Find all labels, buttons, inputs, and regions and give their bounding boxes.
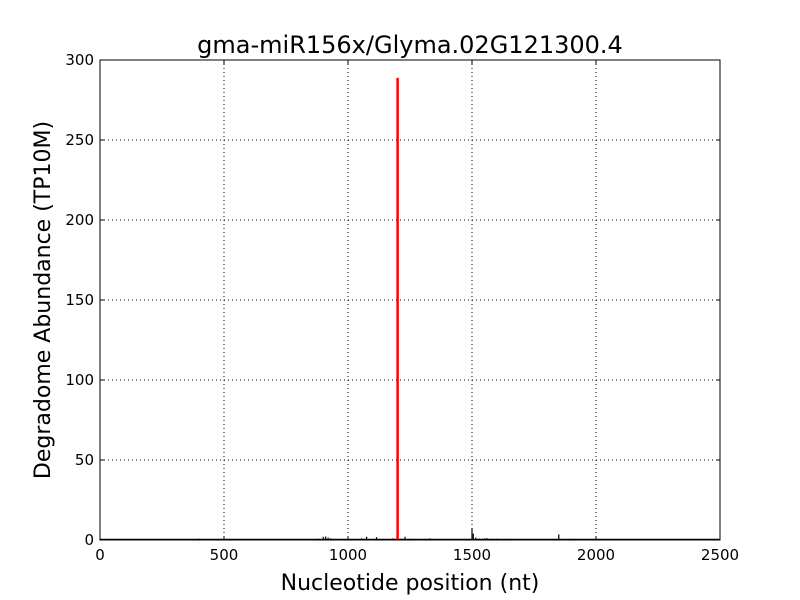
y-tick-label: 0 — [84, 531, 94, 549]
y-tick-label: 300 — [65, 51, 94, 69]
y-tick-label: 100 — [65, 371, 94, 389]
x-tick-label: 1500 — [453, 546, 491, 564]
x-tick-label: 2000 — [577, 546, 615, 564]
x-tick-label: 1000 — [329, 546, 367, 564]
y-tick-label: 200 — [65, 211, 94, 229]
y-tick-label: 250 — [65, 131, 94, 149]
plot-frame — [99, 59, 721, 541]
y-tick-label: 150 — [65, 291, 94, 309]
y-axis-label: Degradome Abundance (TP10M) — [31, 121, 56, 479]
x-tick-label: 0 — [95, 546, 105, 564]
y-tick-label: 50 — [75, 451, 94, 469]
x-axis-label: Nucleotide position (nt) — [281, 571, 540, 596]
chart-title: gma-miR156x/Glyma.02G121300.4 — [197, 31, 623, 59]
x-tick-label: 500 — [210, 546, 239, 564]
x-tick-label: 2500 — [701, 546, 739, 564]
